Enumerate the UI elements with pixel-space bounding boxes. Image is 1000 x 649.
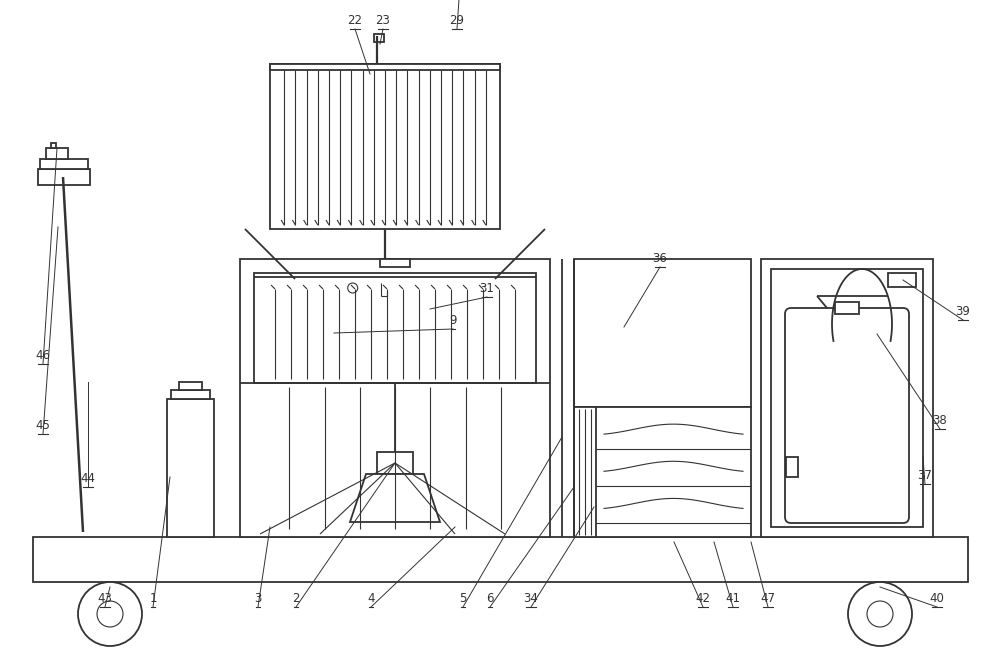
Bar [786, 457, 798, 477]
Bar [270, 64, 500, 229]
Text: 5: 5 [459, 592, 467, 605]
Text: 38: 38 [933, 414, 947, 427]
Text: 3: 3 [254, 592, 262, 605]
Text: 4: 4 [367, 592, 375, 605]
Text: 23: 23 [376, 14, 390, 27]
Bar [377, 452, 413, 474]
Text: 29: 29 [450, 14, 464, 27]
Bar [240, 259, 550, 537]
Bar [46, 148, 68, 159]
Bar [380, 259, 410, 267]
Bar [254, 273, 536, 383]
Text: 36: 36 [653, 252, 667, 265]
Bar [38, 169, 90, 185]
Text: 6: 6 [486, 592, 494, 605]
Text: 9: 9 [449, 314, 457, 327]
Text: 37: 37 [918, 469, 932, 482]
Polygon shape [350, 474, 440, 522]
Bar [270, 64, 500, 70]
Bar [888, 273, 916, 287]
Text: 2: 2 [292, 592, 300, 605]
Bar [374, 34, 384, 42]
Text: 47: 47 [761, 592, 776, 605]
Text: 41: 41 [726, 592, 740, 605]
Circle shape [78, 582, 142, 646]
Bar [574, 259, 751, 407]
Bar [33, 537, 968, 582]
FancyBboxPatch shape [785, 308, 909, 523]
Text: 39: 39 [956, 305, 970, 318]
Circle shape [848, 582, 912, 646]
Text: 46: 46 [36, 349, 50, 362]
Bar [40, 159, 88, 169]
Bar [835, 302, 859, 314]
Bar [51, 143, 56, 148]
Text: 42: 42 [696, 592, 710, 605]
Text: 43: 43 [98, 592, 112, 605]
Text: 45: 45 [36, 419, 50, 432]
Text: 1: 1 [149, 592, 157, 605]
Bar [179, 382, 202, 390]
Text: 31: 31 [480, 282, 494, 295]
Text: 34: 34 [524, 592, 538, 605]
Bar [574, 407, 751, 537]
Bar [771, 269, 923, 527]
Bar [171, 390, 210, 399]
Text: 22: 22 [348, 14, 362, 27]
Bar [574, 407, 596, 537]
Text: 40: 40 [930, 592, 944, 605]
Text: 44: 44 [80, 472, 96, 485]
Bar [761, 259, 933, 537]
Bar [167, 399, 214, 537]
